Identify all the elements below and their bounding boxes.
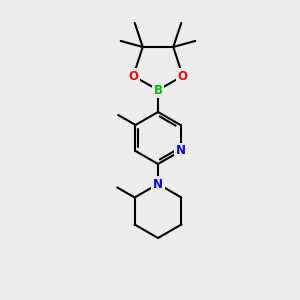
Text: B: B (154, 83, 163, 97)
Text: N: N (176, 145, 185, 158)
Text: O: O (128, 70, 138, 83)
Text: N: N (153, 178, 163, 190)
Text: O: O (178, 70, 188, 83)
